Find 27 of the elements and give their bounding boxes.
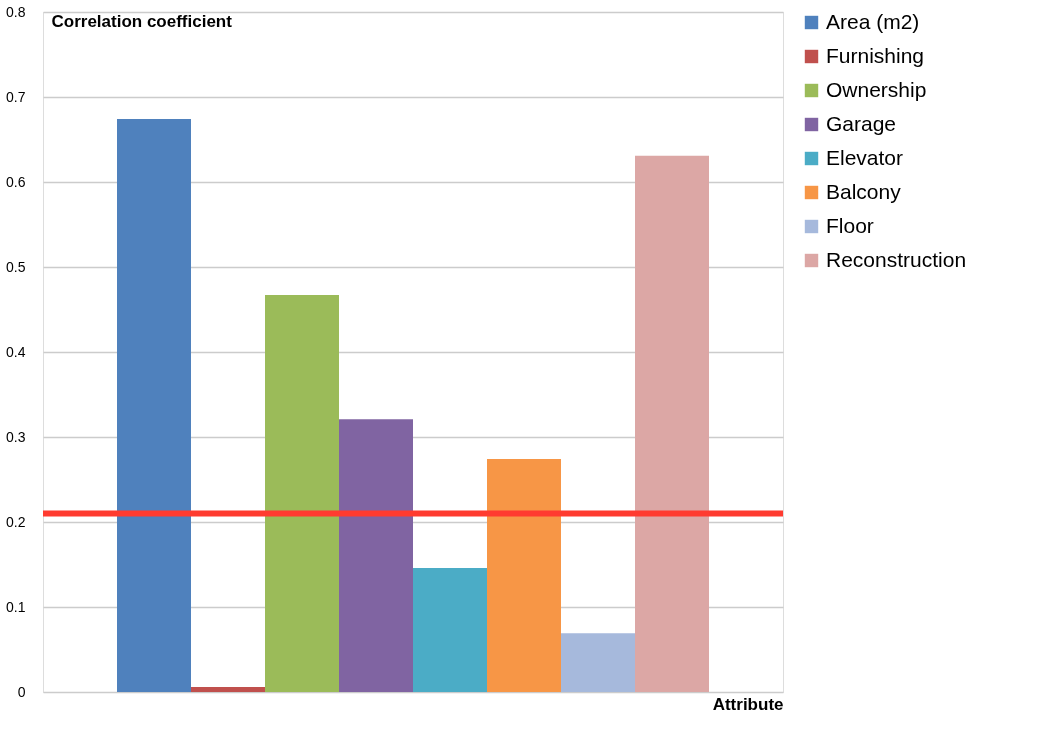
bar (635, 155, 709, 692)
legend-label: Area (m2) (826, 9, 920, 33)
legend-label: Balcony (826, 179, 902, 203)
legend-label: Furnishing (826, 43, 925, 67)
bar (561, 633, 635, 692)
legend-label: Reconstruction (826, 247, 967, 271)
y-tick-label: 0 (17, 683, 26, 700)
bar (191, 686, 265, 692)
y-tick-label: 0.6 (6, 173, 26, 190)
bar (487, 459, 561, 692)
bar (339, 419, 413, 692)
y-tick-label: 0.1 (6, 598, 26, 615)
y-tick-label: 0.3 (6, 428, 26, 445)
bar (117, 119, 191, 692)
y-tick-label: 0.5 (6, 258, 26, 275)
bar (265, 295, 339, 692)
x-axis-title: Attribute (712, 694, 784, 714)
legend-label: Ownership (826, 77, 927, 101)
y-tick-label: 0.2 (6, 513, 26, 530)
bar (413, 567, 487, 692)
legend-label: Elevator (826, 145, 904, 169)
y-tick-label: 0.4 (6, 343, 26, 360)
legend-label: Garage (826, 111, 897, 135)
y-tick-label: 0.8 (6, 3, 26, 20)
y-tick-label: 0.7 (6, 88, 26, 105)
y-axis-title: Correlation coefficient (51, 11, 233, 31)
legend-label: Floor (826, 213, 874, 237)
